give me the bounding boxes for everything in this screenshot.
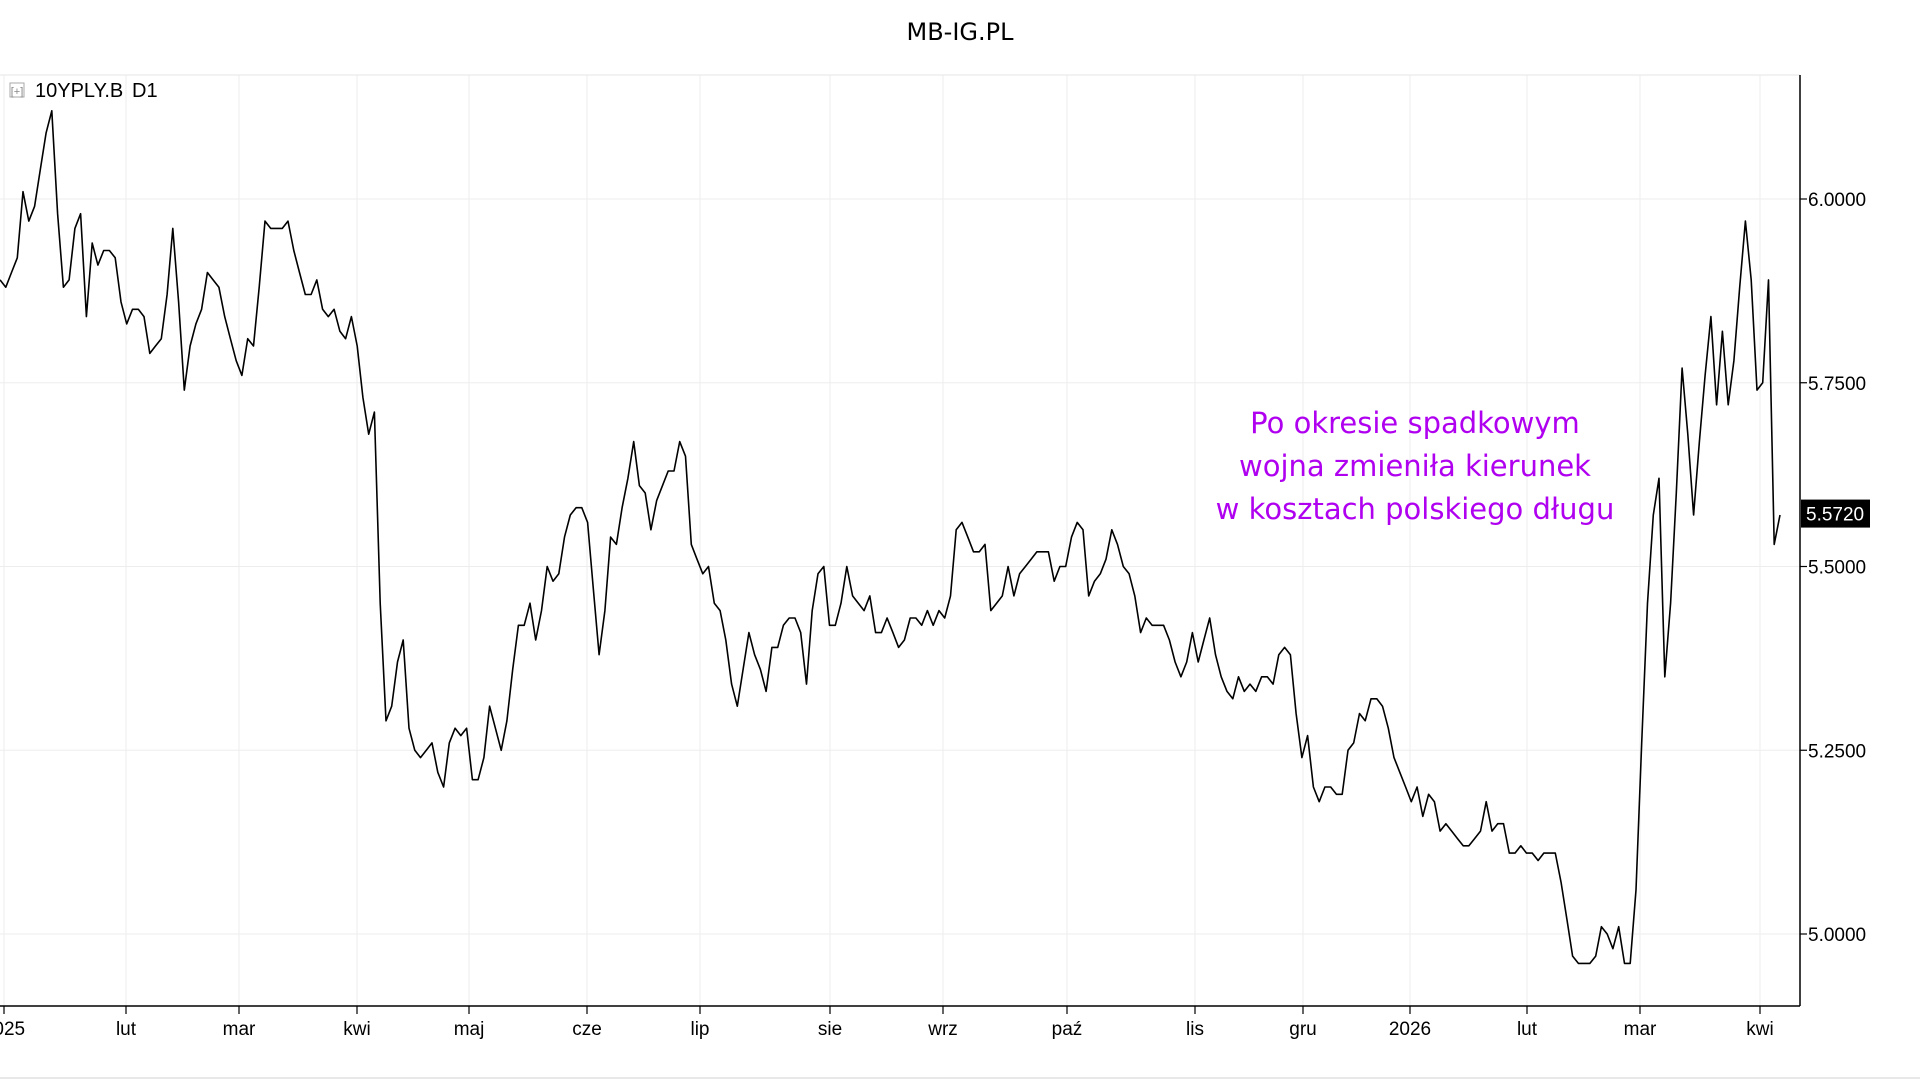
x-tick-label: 2025: [0, 1019, 25, 1040]
x-tick-label: maj: [454, 1019, 485, 1040]
x-tick-label: lut: [1517, 1019, 1538, 1040]
x-tick-label: gru: [1289, 1019, 1316, 1040]
x-tick-label: wrz: [927, 1019, 958, 1040]
x-tick-label: 2026: [1389, 1019, 1431, 1040]
y-tick-label: 5.7500: [1808, 374, 1866, 395]
x-tick-label: kwi: [343, 1019, 370, 1040]
page-title: MB-IG.PL: [906, 18, 1014, 46]
y-tick-label: 5.0000: [1808, 925, 1866, 946]
last-value-badge: 5.5720: [1801, 499, 1870, 528]
x-tick-label: cze: [572, 1019, 602, 1040]
x-tick-label: kwi: [1746, 1019, 1773, 1040]
x-tick-label: lip: [690, 1019, 709, 1040]
x-tick-label: lis: [1186, 1019, 1204, 1040]
annotation-line-1: Po okresie spadkowym: [1250, 406, 1580, 440]
x-axis: 2025 lut mar kwi maj cze lip sie wrz paź lis gru 202…: [0, 1006, 1774, 1040]
series-line: [0, 110, 1781, 965]
x-tick-label: paź: [1052, 1019, 1083, 1040]
legend-marker: [+]: [11, 86, 24, 98]
x-tick-label: mar: [1624, 1019, 1657, 1040]
legend: [+] 10YPLY.B D1: [9, 80, 158, 102]
last-value-label: 5.5720: [1806, 505, 1864, 526]
y-tick-label: 6.0000: [1808, 190, 1866, 211]
x-tick-label: lut: [116, 1019, 137, 1040]
y-tick-label: 5.2500: [1808, 741, 1866, 762]
x-tick-label: sie: [818, 1019, 842, 1040]
y-tick-label: 5.5000: [1808, 558, 1866, 579]
grid-lines: [0, 75, 1800, 1006]
annotation-line-3: w kosztach polskiego długu: [1215, 492, 1615, 526]
legend-timeframe: D1: [132, 80, 158, 102]
legend-expand-icon[interactable]: [9, 82, 25, 98]
legend-instrument: 10YPLY.B: [35, 80, 123, 102]
y-axis: 5.0000 5.2500 5.5000 5.7500 6.0000: [1800, 190, 1866, 946]
x-tick-label: mar: [223, 1019, 256, 1040]
annotation-line-2: wojna zmieniła kierunek: [1239, 449, 1591, 483]
annotation: Po okresie spadkowym wojna zmieniła kier…: [1145, 402, 1685, 531]
